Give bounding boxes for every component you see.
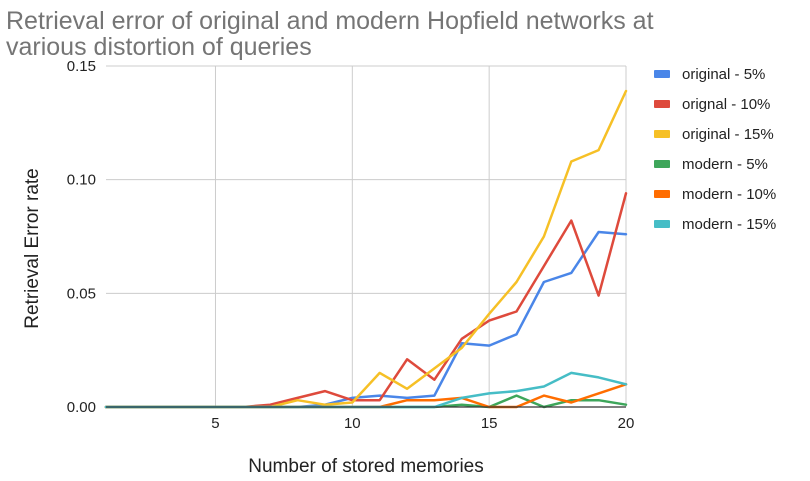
series-line-6 (104, 371, 628, 409)
x-axis-ticks: 5 10 15 20 (211, 415, 634, 432)
series-line-3 (104, 89, 628, 409)
x-tick-label: 20 (618, 415, 635, 432)
legend-label: modern - 5% (682, 156, 768, 173)
legend-swatch (654, 160, 670, 168)
x-tick-label: 10 (344, 415, 361, 432)
chart-title-line: Retrieval error of original and modern H… (6, 7, 654, 35)
legend-label: modern - 15% (682, 216, 776, 233)
y-tick-label: 0.00 (67, 399, 96, 416)
y-axis-ticks: 0.00 0.05 0.10 0.15 (67, 58, 96, 416)
chart-title: Retrieval error of original and modern H… (6, 7, 654, 61)
gridlines (106, 65, 627, 407)
legend-swatch (654, 220, 670, 228)
legend-label: original - 5% (682, 66, 765, 83)
x-axis-label: Number of stored memories (248, 456, 483, 477)
chart-title-line: various distortion of queries (6, 33, 312, 61)
legend-swatch (654, 70, 670, 78)
legend-label: original - 15% (682, 126, 774, 143)
y-axis-label: Retrieval Error rate (22, 168, 43, 329)
legend: original - 5% orignal - 10% original - 15%… (654, 66, 776, 233)
legend-swatch (654, 130, 670, 138)
x-tick-label: 15 (481, 415, 498, 432)
legend-swatch (654, 190, 670, 198)
y-tick-label: 0.05 (67, 285, 96, 302)
y-tick-label: 0.10 (67, 172, 96, 189)
legend-label: modern - 10% (682, 186, 776, 203)
legend-label: orignal - 10% (682, 96, 770, 113)
legend-swatch (654, 100, 670, 108)
series-lines (104, 89, 628, 409)
y-tick-label: 0.15 (67, 58, 96, 75)
x-tick-label: 5 (211, 415, 219, 432)
